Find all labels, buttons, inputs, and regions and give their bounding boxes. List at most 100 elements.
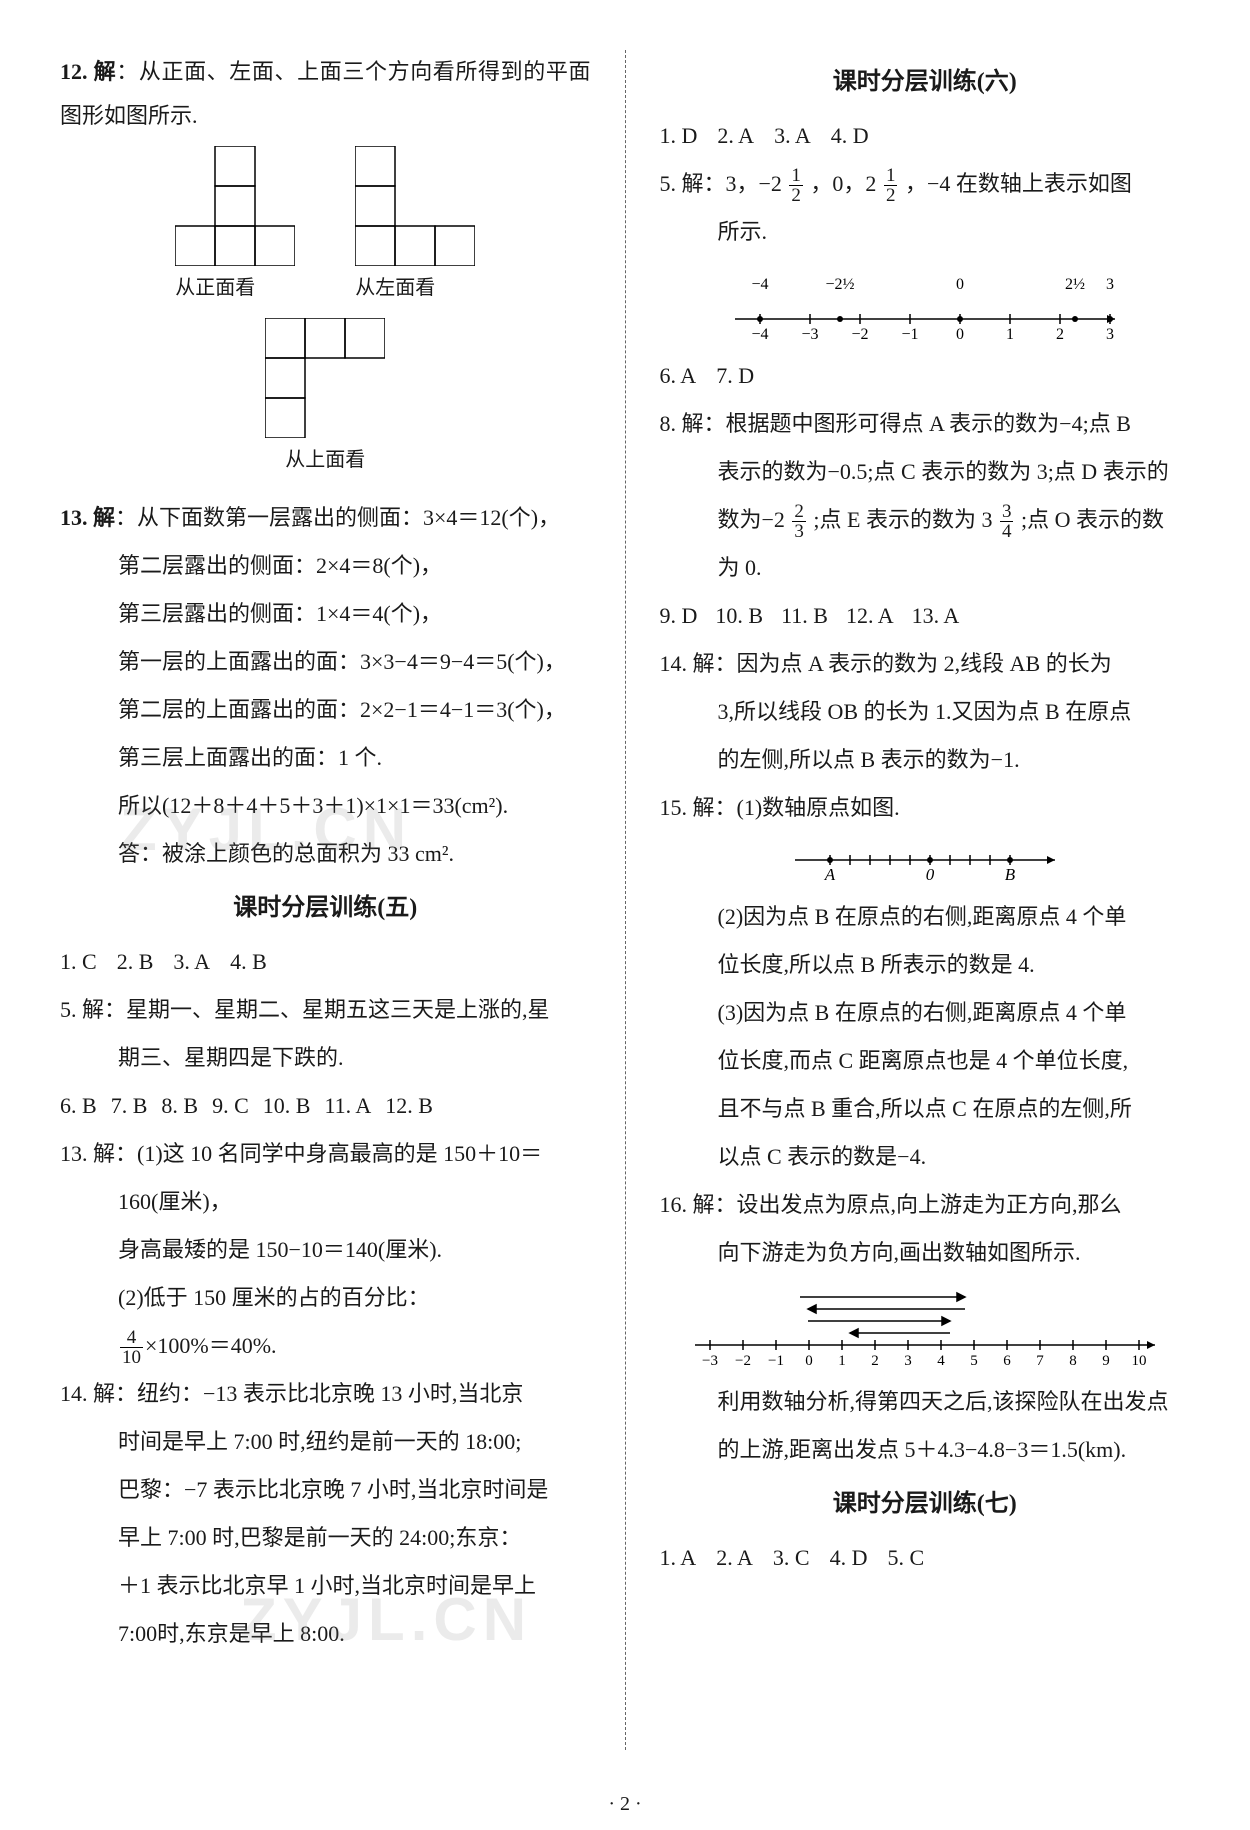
ans: 2. A — [717, 114, 754, 158]
sec6-q8c: 数为−2 23 ;点 E 表示的数为 3 34 ;点 O 表示的数 — [660, 498, 1191, 542]
ans: 3. A — [774, 114, 811, 158]
sec6-q8a: 8. 解：根据题中图形可得点 A 表示的数为−4;点 B — [660, 402, 1191, 446]
tick: 0 — [805, 1353, 813, 1369]
ans: 7. D — [716, 354, 754, 398]
fraction-half: 12 — [884, 166, 898, 205]
q8c-p2: ;点 E 表示的数为 3 — [813, 507, 992, 532]
frac-num: 3 — [1000, 502, 1014, 522]
column-divider — [625, 50, 626, 1750]
sec5-q14c: 巴黎：−7 表示比北京晚 7 小时,当北京时间是 — [60, 1468, 591, 1512]
ans: 2. B — [117, 940, 154, 984]
sec5-q13c: 身高最矮的是 150−10＝140(厘米). — [60, 1228, 591, 1272]
fraction-4-10: 410 — [120, 1328, 143, 1367]
sec7-row1: 1. A 2. A 3. C 4. D 5. C — [660, 1536, 1191, 1580]
fraction-3-4: 34 — [1000, 502, 1014, 541]
frac-den: 2 — [789, 186, 803, 205]
q5-part-b: ，0，2 — [810, 171, 876, 196]
tick: 8 — [1069, 1353, 1077, 1369]
q13-l5: 第二层的上面露出的面：2×2−1＝4−1＝3(个)， — [60, 688, 591, 732]
sec5-q14f: 7:00时,东京是早上 8:00. — [60, 1612, 591, 1656]
ans: 5. C — [887, 1536, 924, 1580]
frac-den: 10 — [120, 1348, 143, 1367]
sec6-q14a: 14. 解：因为点 A 表示的数为 2,线段 AB 的长为 — [660, 642, 1191, 686]
q12-text: ：从正面、左面、上面三个方向看所得到的平面图形如图所示. — [60, 59, 590, 128]
sec6-q16c: 利用数轴分析,得第四天之后,该探险队在出发点 — [660, 1380, 1191, 1424]
sec6-q15c: 位长度,所以点 B 所表示的数是 4. — [660, 943, 1191, 987]
q13-l8: 答：被涂上颜色的总面积为 33 cm². — [60, 832, 591, 876]
sec6-row3: 9. D 10. B 11. B 12. A 13. A — [660, 594, 1191, 638]
q13-l4: 第一层的上面露出的面：3×3−4＝9−4＝5(个)， — [60, 640, 591, 684]
sec5-q13a: 13. 解：(1)这 10 名同学中身高最高的是 150＋10＝ — [60, 1132, 591, 1176]
left-caption: 从左面看 — [355, 268, 475, 308]
sec5-q14e: ＋1 表示比北京早 1 小时,当北京时间是早上 — [60, 1564, 591, 1608]
sec6-q16b: 向下游走为负方向,画出数轴如图所示. — [660, 1231, 1191, 1275]
ans: 4. B — [230, 940, 267, 984]
ans: 12. B — [385, 1084, 433, 1128]
sec5-q13e: 410×100%＝40%. — [60, 1324, 591, 1368]
sec6-q5d: 所示. — [660, 210, 1191, 254]
ans: 3. C — [773, 1536, 810, 1580]
tick: 1 — [1006, 326, 1014, 343]
ans: 1. C — [60, 940, 97, 984]
left-view: 从左面看 — [355, 146, 475, 308]
sec5-title: 课时分层训练(五) — [60, 884, 591, 932]
ans: 8. B — [161, 1084, 198, 1128]
sec6-q5: 5. 解：3，−2 12 ，0，2 12 ，−4 在数轴上表示如图 — [660, 162, 1191, 206]
q13-l7: 所以(12＋8＋4＋5＋3＋1)×1×1＝33(cm²). — [60, 784, 591, 828]
frac-num: 2 — [792, 502, 806, 522]
sec5-q5b: 期三、星期四是下跌的. — [60, 1036, 591, 1080]
numberline-3: −3 −2 −1 0 1 2 3 4 5 6 7 8 9 10 — [685, 1285, 1165, 1370]
q8c-p3: ;点 O 表示的数 — [1021, 507, 1164, 532]
sec6-q14b: 3,所以线段 OB 的长为 1.又因为点 B 在原点 — [660, 690, 1191, 734]
ans: 11. A — [324, 1084, 371, 1128]
tick: 0 — [956, 326, 964, 343]
q12-label: 12. 解 — [60, 59, 116, 84]
tick: 3 — [904, 1353, 912, 1369]
tick: 2 — [871, 1353, 879, 1369]
q12-line: 12. 解：从正面、左面、上面三个方向看所得到的平面图形如图所示. — [60, 50, 591, 138]
nl-label: −4 — [751, 276, 768, 293]
tick: 9 — [1102, 1353, 1110, 1369]
sec6-q15b: (2)因为点 B 在原点的右侧,距离原点 4 个单 — [660, 895, 1191, 939]
ans: 11. B — [781, 594, 828, 638]
front-caption: 从正面看 — [175, 268, 295, 308]
sec6-q15g: 以点 C 表示的数是−4. — [660, 1135, 1191, 1179]
tick: 2 — [1056, 326, 1064, 343]
front-view-svg — [175, 146, 295, 266]
sec6-q8b: 表示的数为−0.5;点 C 表示的数为 3;点 D 表示的 — [660, 450, 1191, 494]
sec6-q15d: (3)因为点 B 在原点的右侧,距离原点 4 个单 — [660, 991, 1191, 1035]
sec5-row2: 6. B 7. B 8. B 9. C 10. B 11. A 12. B — [60, 1084, 591, 1128]
q12-figure: 从正面看 从左面看 — [60, 146, 591, 480]
left-column: 12. 解：从正面、左面、上面三个方向看所得到的平面图形如图所示. 从 — [60, 50, 591, 1750]
sec6-q15a: 15. 解：(1)数轴原点如图. — [660, 786, 1191, 830]
sec6-row1: 1. D 2. A 3. A 4. D — [660, 114, 1191, 158]
frac-den: 2 — [884, 186, 898, 205]
q5-part-c: ，−4 在数轴上表示如图 — [905, 171, 1132, 196]
ans: 4. D — [830, 1536, 868, 1580]
top-caption: 从上面看 — [265, 440, 385, 480]
ans: 2. A — [716, 1536, 753, 1580]
sec5-row1: 1. C 2. B 3. A 4. B — [60, 940, 591, 984]
q13-l6: 第三层上面露出的面：1 个. — [60, 736, 591, 780]
ans: 7. B — [111, 1084, 148, 1128]
frac-num: 4 — [120, 1328, 143, 1348]
tick: −3 — [702, 1353, 718, 1369]
tick: −1 — [901, 326, 918, 343]
two-column-layout: 12. 解：从正面、左面、上面三个方向看所得到的平面图形如图所示. 从 — [60, 50, 1190, 1750]
nl-label: 3 — [1106, 276, 1114, 293]
frac-den: 3 — [792, 522, 806, 541]
tick: 3 — [1106, 326, 1114, 343]
sec5-q13d: (2)低于 150 厘米的占的百分比： — [60, 1276, 591, 1320]
sec6-q16a: 16. 解：设出发点为原点,向上游走为正方向,那么 — [660, 1183, 1191, 1227]
q5-part-a: 5. 解：3，−2 — [660, 171, 782, 196]
nl-label: 2½ — [1065, 276, 1085, 293]
frac-num: 1 — [884, 166, 898, 186]
numberline-2: A 0 B — [775, 840, 1075, 885]
sec6-q15f: 且不与点 B 重合,所以点 C 在原点的左侧,所 — [660, 1087, 1191, 1131]
ans: 6. B — [60, 1084, 97, 1128]
sec6-q16d: 的上游,距离出发点 5＋4.3−4.8−3＝1.5(km). — [660, 1428, 1191, 1472]
sec5-q13b: 160(厘米)， — [60, 1180, 591, 1224]
tick: A — [824, 865, 836, 884]
right-column: 课时分层训练(六) 1. D 2. A 3. A 4. D 5. 解：3，−2 … — [660, 50, 1191, 1750]
frac-num: 1 — [789, 166, 803, 186]
